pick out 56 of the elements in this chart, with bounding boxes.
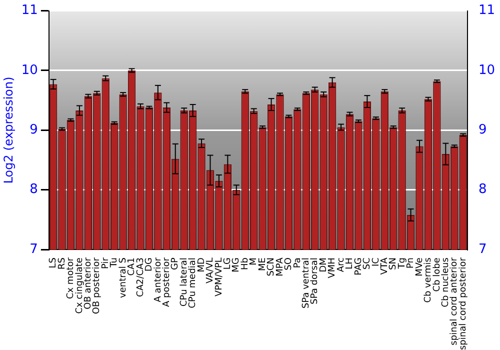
x-tick-label: LS <box>48 257 59 268</box>
x-tick-label: Cx motor <box>66 257 76 300</box>
x-tick-label: Pn <box>406 258 416 269</box>
x-tick-label: DG <box>144 258 155 272</box>
y-tick-label: 7 <box>30 242 38 257</box>
x-tick-label: ME <box>258 257 268 272</box>
x-tick-label: Pa <box>292 258 303 268</box>
x-tick-label: VA/VL <box>206 258 216 284</box>
x-tick-label: OB posterior <box>92 257 102 314</box>
x-tick-label: CPu medial <box>188 258 198 308</box>
x-tick-label: spinal cord anterior <box>450 257 460 346</box>
x-tick-label: Hb <box>240 257 250 270</box>
x-tick-label: CPu lateral <box>179 258 190 306</box>
x-tick-label: SN <box>388 258 399 270</box>
x-tick-label: IC <box>371 258 382 267</box>
x-tick-label: SCN <box>266 258 277 276</box>
y-tick-label: 11 <box>21 3 38 18</box>
y-tick-label: 9 <box>30 122 38 138</box>
x-tick-label: DM <box>318 258 329 272</box>
y-tick-label: 8 <box>30 182 38 198</box>
x-tick-label: M <box>249 258 260 266</box>
y2-tick-label: 11 <box>478 3 496 18</box>
x-tick-label: Cb lobe <box>432 257 442 292</box>
y2-tick-label: 9 <box>478 122 487 138</box>
x-tick-label: SPa ventral <box>302 258 312 309</box>
x-tick-label: MD <box>196 258 207 272</box>
x-tick-label: A anterior <box>153 257 164 302</box>
x-tick-label: SC <box>362 258 373 270</box>
x-tick-label: Tu <box>110 258 120 268</box>
x-tick-label: Tg <box>397 258 408 270</box>
x-tick-label: MG <box>232 258 242 272</box>
x-tick-label: CA2/CA3 <box>136 258 146 297</box>
x-tick-label: MVe <box>414 257 425 276</box>
x-tick-label: PAG <box>354 258 364 276</box>
x-tick-label: RS <box>57 257 68 270</box>
y-tick-label: 10 <box>21 62 38 78</box>
x-tick-label: CA1 <box>127 258 138 276</box>
x-tick-label: Arc <box>336 258 346 272</box>
y2-tick-label: 8 <box>478 182 487 198</box>
y-axis-title: Log2 (expression) <box>1 76 16 184</box>
x-tick-label: LH <box>345 258 356 270</box>
y2-tick-label: 10 <box>478 62 496 78</box>
x-tick-label: VTA <box>380 256 390 275</box>
x-tick-label: ventral S <box>118 257 128 298</box>
x-tick-label: VPM/VPL <box>214 258 224 297</box>
x-tick-label: SO <box>284 258 294 270</box>
x-tick-label: Cb vermis <box>424 257 434 303</box>
x-tick-label: GP <box>170 257 181 270</box>
x-tick-label: MPA <box>275 256 286 276</box>
y2-tick-label: 7 <box>478 242 487 257</box>
x-tick-label: Pir <box>100 257 111 270</box>
x-tick-label: VMH <box>328 258 338 278</box>
x-tick-label: A posterior <box>162 257 172 307</box>
x-tick-label: spinal cord posterior <box>458 257 468 350</box>
x-tick-label: Cx cingulate <box>74 257 85 314</box>
x-tick-label: SPa dorsal <box>310 258 320 304</box>
